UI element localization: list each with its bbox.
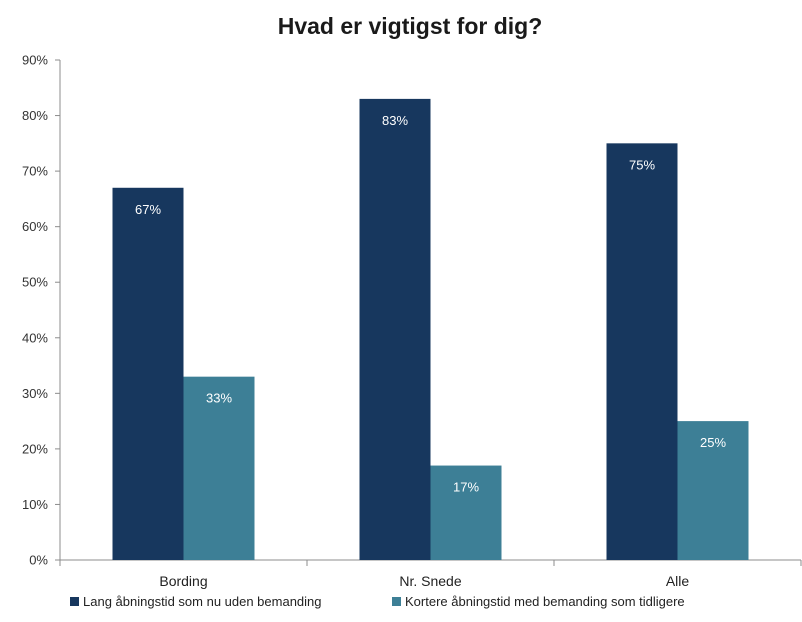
y-tick-label: 0% — [29, 553, 48, 568]
x-tick-label: Alle — [666, 573, 690, 589]
bar-series-1 — [606, 143, 678, 561]
bar-series-1 — [359, 98, 431, 560]
y-tick-label: 10% — [22, 497, 48, 512]
legend-swatch — [392, 597, 401, 606]
y-tick-label: 20% — [22, 441, 48, 456]
chart-title: Hvad er vigtigst for dig? — [278, 13, 543, 39]
bar-series-2 — [430, 465, 502, 560]
x-tick-label: Nr. Snede — [399, 573, 461, 589]
data-label: 67% — [135, 202, 161, 217]
y-tick-label: 40% — [22, 330, 48, 345]
bar-series-2 — [183, 376, 255, 560]
bar-series-2 — [677, 421, 749, 560]
data-label: 25% — [700, 435, 726, 450]
y-tick-label: 30% — [22, 386, 48, 401]
data-label: 17% — [453, 480, 479, 495]
data-label: 33% — [206, 391, 232, 406]
data-label: 75% — [629, 157, 655, 172]
y-tick-label: 70% — [22, 164, 48, 179]
y-tick-label: 90% — [22, 53, 48, 68]
y-tick-label: 50% — [22, 275, 48, 290]
legend-label: Kortere åbningstid med bemanding som tid… — [405, 594, 685, 609]
y-tick-label: 80% — [22, 108, 48, 123]
bars — [112, 98, 749, 561]
legend: Lang åbningstid som nu uden bemanding Kor… — [70, 594, 685, 609]
legend-swatch — [70, 597, 79, 606]
data-label: 83% — [382, 113, 408, 128]
x-tick-label: Bording — [159, 573, 207, 589]
legend-label: Lang åbningstid som nu uden bemanding — [83, 594, 322, 609]
data-labels: 67% 83% 75% 33% 17% 25% — [135, 113, 726, 495]
y-tick-label: 60% — [22, 219, 48, 234]
bar-series-1 — [112, 187, 184, 560]
